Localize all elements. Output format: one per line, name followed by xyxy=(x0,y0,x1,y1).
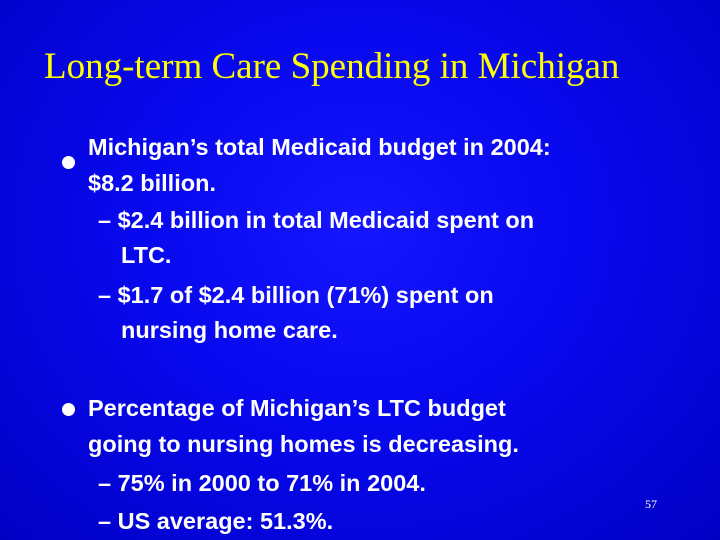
sub-bullet-text: – US average: 51.3%. xyxy=(98,508,334,534)
bullet-text: going to nursing homes is decreasing. xyxy=(88,431,519,457)
bullet-dot-icon xyxy=(62,403,75,416)
bullet-text: Percentage of Michigan’s LTC budget xyxy=(88,395,506,421)
slide-title: Long-term Care Spending in Michigan xyxy=(44,46,620,87)
sub-bullet-text: nursing home care. xyxy=(121,317,338,343)
bullet-text: $8.2 billion. xyxy=(88,170,216,196)
sub-bullet-text: – 75% in 2000 to 71% in 2004. xyxy=(98,470,426,496)
sub-bullet-text: – $2.4 billion in total Medicaid spent o… xyxy=(98,207,535,233)
sub-bullet-text: LTC. xyxy=(121,242,172,268)
page-number: 57 xyxy=(645,497,657,511)
sub-bullet-text: – $1.7 of $2.4 billion (71%) spent on xyxy=(98,282,494,308)
bullet-text: Michigan’s total Medicaid budget in 2004… xyxy=(88,134,551,160)
bullet-dot-icon xyxy=(62,156,75,169)
